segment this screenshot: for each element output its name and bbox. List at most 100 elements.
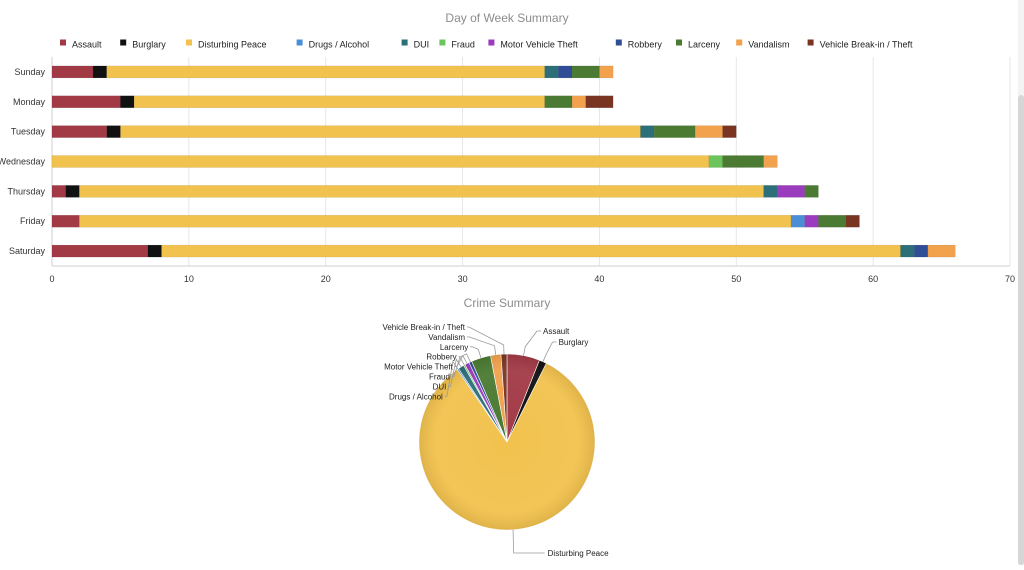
bar-segment-monday-vandalism[interactable] xyxy=(571,95,586,109)
bar-segment-friday-larceny[interactable] xyxy=(818,214,847,228)
legend-item-motor-vehicle-theft[interactable]: Motor Vehicle Theft xyxy=(488,39,578,49)
pie-leader-line xyxy=(467,336,497,355)
legend-swatch xyxy=(807,39,814,46)
bar-segment-saturday-robbery[interactable] xyxy=(913,244,929,258)
legend-item-burglary[interactable]: Burglary xyxy=(120,39,166,49)
bar-segment-wednesday-disturbing-peace[interactable] xyxy=(51,155,710,168)
pie-chart-title: Crime Summary xyxy=(464,296,551,310)
legend-swatch xyxy=(439,39,446,46)
bar-segment-thursday-motor-vehicle-theft[interactable] xyxy=(777,185,805,198)
bar-chart-legend[interactable]: Assault Burglary Disturbing Peace Drugs / A… xyxy=(60,39,913,49)
legend-item-assault[interactable]: Assault xyxy=(60,39,102,49)
bar-segment-saturday-dui[interactable] xyxy=(900,244,915,258)
legend-swatch xyxy=(736,39,743,46)
x-tick-label: 0 xyxy=(49,274,54,284)
vertical-scrollbar[interactable] xyxy=(1018,0,1024,565)
legend-item-dui[interactable]: DUI xyxy=(401,39,430,49)
bar-segment-sunday-robbery[interactable] xyxy=(558,65,573,79)
legend-label: Larceny xyxy=(688,39,721,49)
legend-item-vehicle-break-in-theft[interactable]: Vehicle Break-in / Theft xyxy=(807,39,913,49)
pie-label-robbery: Robbery xyxy=(426,353,456,362)
y-tick-label-sunday: Sunday xyxy=(14,67,45,77)
y-tick-label-friday: Friday xyxy=(20,216,46,226)
pie-leader-line xyxy=(467,326,505,355)
legend-item-disturbing-peace[interactable]: Disturbing Peace xyxy=(186,39,267,49)
legend-label: Assault xyxy=(72,39,102,49)
legend-swatch xyxy=(401,39,408,46)
bar-segment-wednesday-fraud[interactable] xyxy=(708,155,723,168)
bar-segment-thursday-larceny[interactable] xyxy=(804,185,819,198)
x-tick-label: 40 xyxy=(594,274,604,284)
x-tick-label: 30 xyxy=(458,274,468,284)
bar-segment-thursday-dui[interactable] xyxy=(763,185,778,198)
bar-chart-bars xyxy=(51,65,956,258)
bar-segment-saturday-burglary[interactable] xyxy=(147,244,162,258)
bar-segment-wednesday-larceny[interactable] xyxy=(722,155,764,168)
bar-segment-friday-vehicle-break-in-theft[interactable] xyxy=(845,214,860,228)
bar-segment-tuesday-dui[interactable] xyxy=(640,125,655,138)
pie-leader-line xyxy=(454,354,468,367)
bar-segment-thursday-assault[interactable] xyxy=(51,185,66,198)
y-tick-label-tuesday: Tuesday xyxy=(11,127,46,137)
bar-segment-saturday-disturbing-peace[interactable] xyxy=(161,244,901,258)
bar-segment-tuesday-disturbing-peace[interactable] xyxy=(120,125,641,138)
bar-segment-sunday-dui[interactable] xyxy=(544,65,559,79)
legend-label: Fraud xyxy=(451,39,475,49)
bar-segment-monday-vehicle-break-in-theft[interactable] xyxy=(585,95,614,109)
legend-label: Drugs / Alcohol xyxy=(309,39,370,49)
bar-segment-tuesday-burglary[interactable] xyxy=(106,125,121,138)
bar-segment-monday-assault[interactable] xyxy=(51,95,121,109)
pie-leader-line xyxy=(542,341,557,362)
bar-segment-saturday-assault[interactable] xyxy=(51,244,149,258)
legend-item-larceny[interactable]: Larceny xyxy=(676,39,721,49)
legend-swatch xyxy=(488,39,495,46)
bar-segment-tuesday-assault[interactable] xyxy=(51,125,107,138)
pie-label-burglary: Burglary xyxy=(559,338,589,347)
y-axis: Sunday Monday Tuesday Wednesday Thursday Frid… xyxy=(0,67,45,256)
y-tick-label-saturday: Saturday xyxy=(9,246,46,256)
bar-segment-tuesday-vandalism[interactable] xyxy=(694,125,723,138)
bar-segment-monday-burglary[interactable] xyxy=(120,95,135,109)
legend-item-drugs-alcohol[interactable]: Drugs / Alcohol xyxy=(296,39,370,49)
bar-segment-tuesday-larceny[interactable] xyxy=(653,125,696,138)
bar-segment-sunday-burglary[interactable] xyxy=(92,65,107,79)
bar-segment-wednesday-vandalism[interactable] xyxy=(763,155,778,168)
y-tick-label-wednesday: Wednesday xyxy=(0,157,45,167)
legend-item-robbery[interactable]: Robbery xyxy=(615,39,663,49)
legend-label: DUI xyxy=(414,39,430,49)
bar-segment-friday-assault[interactable] xyxy=(51,214,80,228)
bar-segment-tuesday-vehicle-break-in-theft[interactable] xyxy=(722,125,737,138)
bar-segment-sunday-larceny[interactable] xyxy=(571,65,600,79)
legend-label: Motor Vehicle Theft xyxy=(500,39,578,49)
legend-label: Robbery xyxy=(628,39,663,49)
bar-segment-sunday-assault[interactable] xyxy=(51,65,94,79)
legend-label: Burglary xyxy=(132,39,166,49)
bar-segment-thursday-disturbing-peace[interactable] xyxy=(79,185,764,198)
bar-segment-friday-disturbing-peace[interactable] xyxy=(79,214,792,228)
bar-segment-monday-larceny[interactable] xyxy=(544,95,573,109)
legend-item-fraud[interactable]: Fraud xyxy=(439,39,475,49)
x-tick-label: 60 xyxy=(868,274,878,284)
bar-segment-saturday-vandalism[interactable] xyxy=(927,244,956,258)
bar-segment-friday-drugs-alcohol[interactable] xyxy=(790,214,805,228)
x-tick-label: 70 xyxy=(1005,274,1015,284)
bar-segment-sunday-vandalism[interactable] xyxy=(599,65,614,79)
x-tick-label: 50 xyxy=(731,274,741,284)
pie-label-vehicle-break-in-theft: Vehicle Break-in / Theft xyxy=(382,323,465,332)
legend-swatch xyxy=(186,39,192,46)
pie-leader-line xyxy=(458,353,471,363)
pie-label-dui: DUI xyxy=(433,382,447,391)
bar-segment-friday-motor-vehicle-theft[interactable] xyxy=(804,214,819,228)
legend-swatch xyxy=(676,39,682,46)
legend-label: Vehicle Break-in / Theft xyxy=(820,39,913,49)
bar-segment-sunday-disturbing-peace[interactable] xyxy=(106,65,545,79)
bar-chart-title: Day of Week Summary xyxy=(445,11,568,25)
bar-segment-thursday-burglary[interactable] xyxy=(65,185,80,198)
pie-label-drugs-alcohol: Drugs / Alcohol xyxy=(389,392,443,401)
y-tick-label-monday: Monday xyxy=(13,97,46,107)
bar-segment-monday-disturbing-peace[interactable] xyxy=(133,95,545,109)
legend-swatch xyxy=(296,39,303,46)
legend-item-vandalism[interactable]: Vandalism xyxy=(736,39,790,49)
scrollbar-thumb[interactable] xyxy=(1018,95,1024,565)
